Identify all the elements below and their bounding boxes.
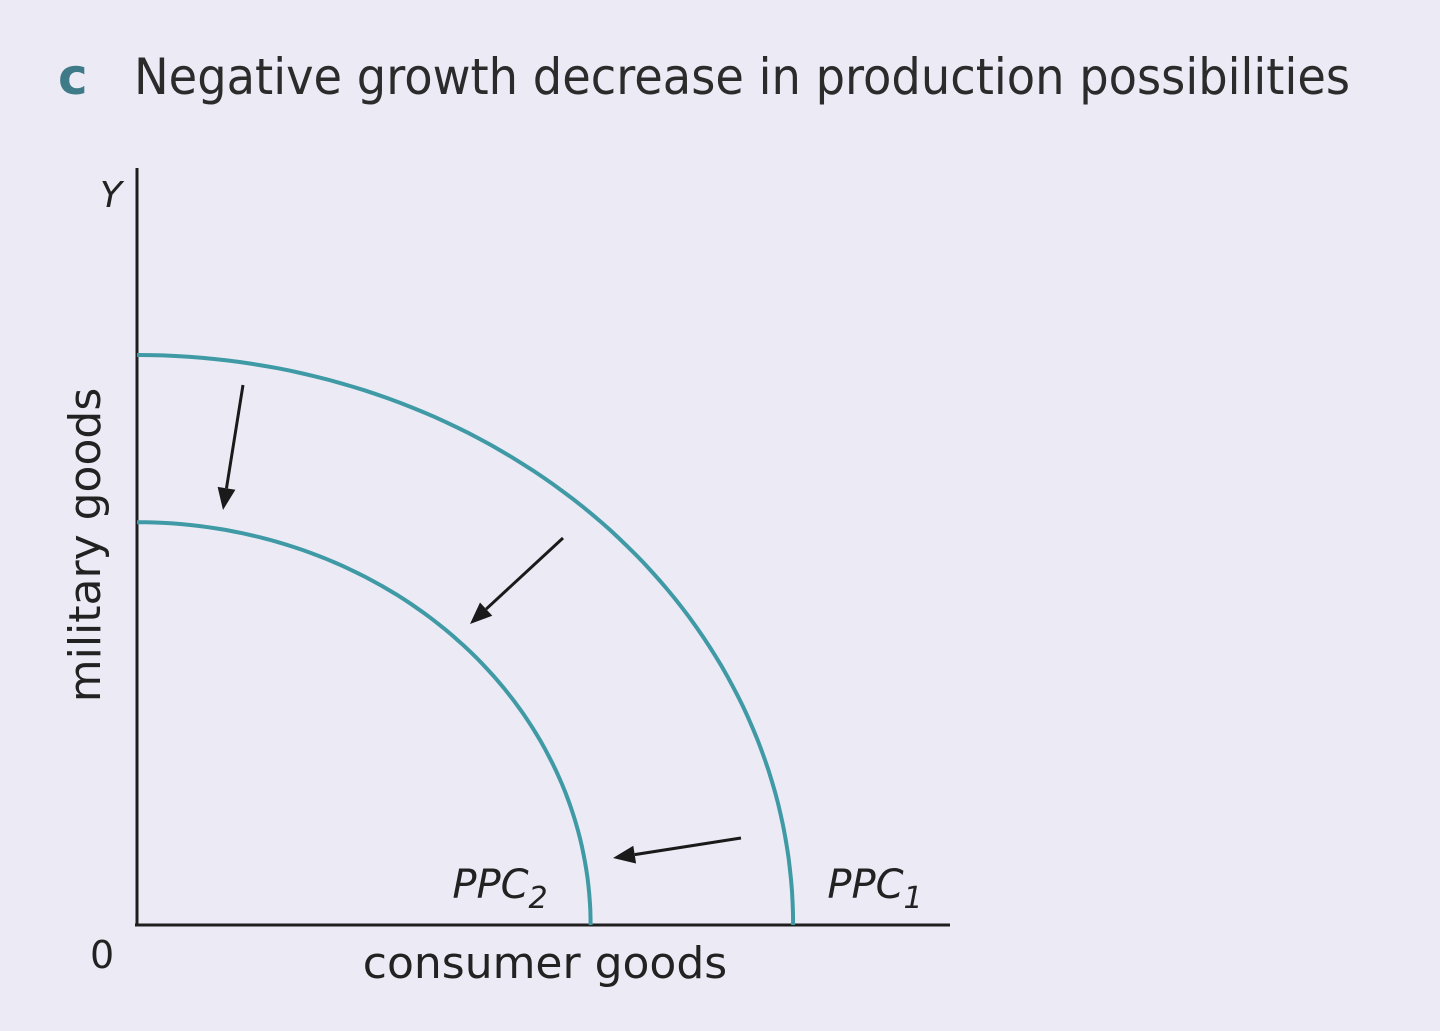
ppc1-curve [136, 353, 796, 926]
ppc2-curve [136, 520, 593, 926]
chart-title: Negative growth decrease in production p… [134, 48, 1350, 106]
shift-arrow [224, 384, 245, 489]
shift-arrow [485, 536, 565, 611]
y-axis-label: military goods [60, 388, 111, 703]
y-axis-letter: Y [100, 175, 125, 216]
plot-area: PPC1 PPC2 [135, 168, 950, 927]
ppc1-label: PPC1 [827, 862, 922, 916]
origin-label: 0 [90, 933, 114, 977]
shift-arrow-head [470, 602, 493, 624]
heading-letter: c [58, 48, 88, 106]
shift-arrow-head [613, 845, 637, 864]
shift-arrow-head [217, 486, 236, 510]
x-axis-label: consumer goods [363, 938, 727, 989]
ppc2-label: PPC2 [452, 862, 547, 916]
shift-arrow [634, 836, 742, 857]
